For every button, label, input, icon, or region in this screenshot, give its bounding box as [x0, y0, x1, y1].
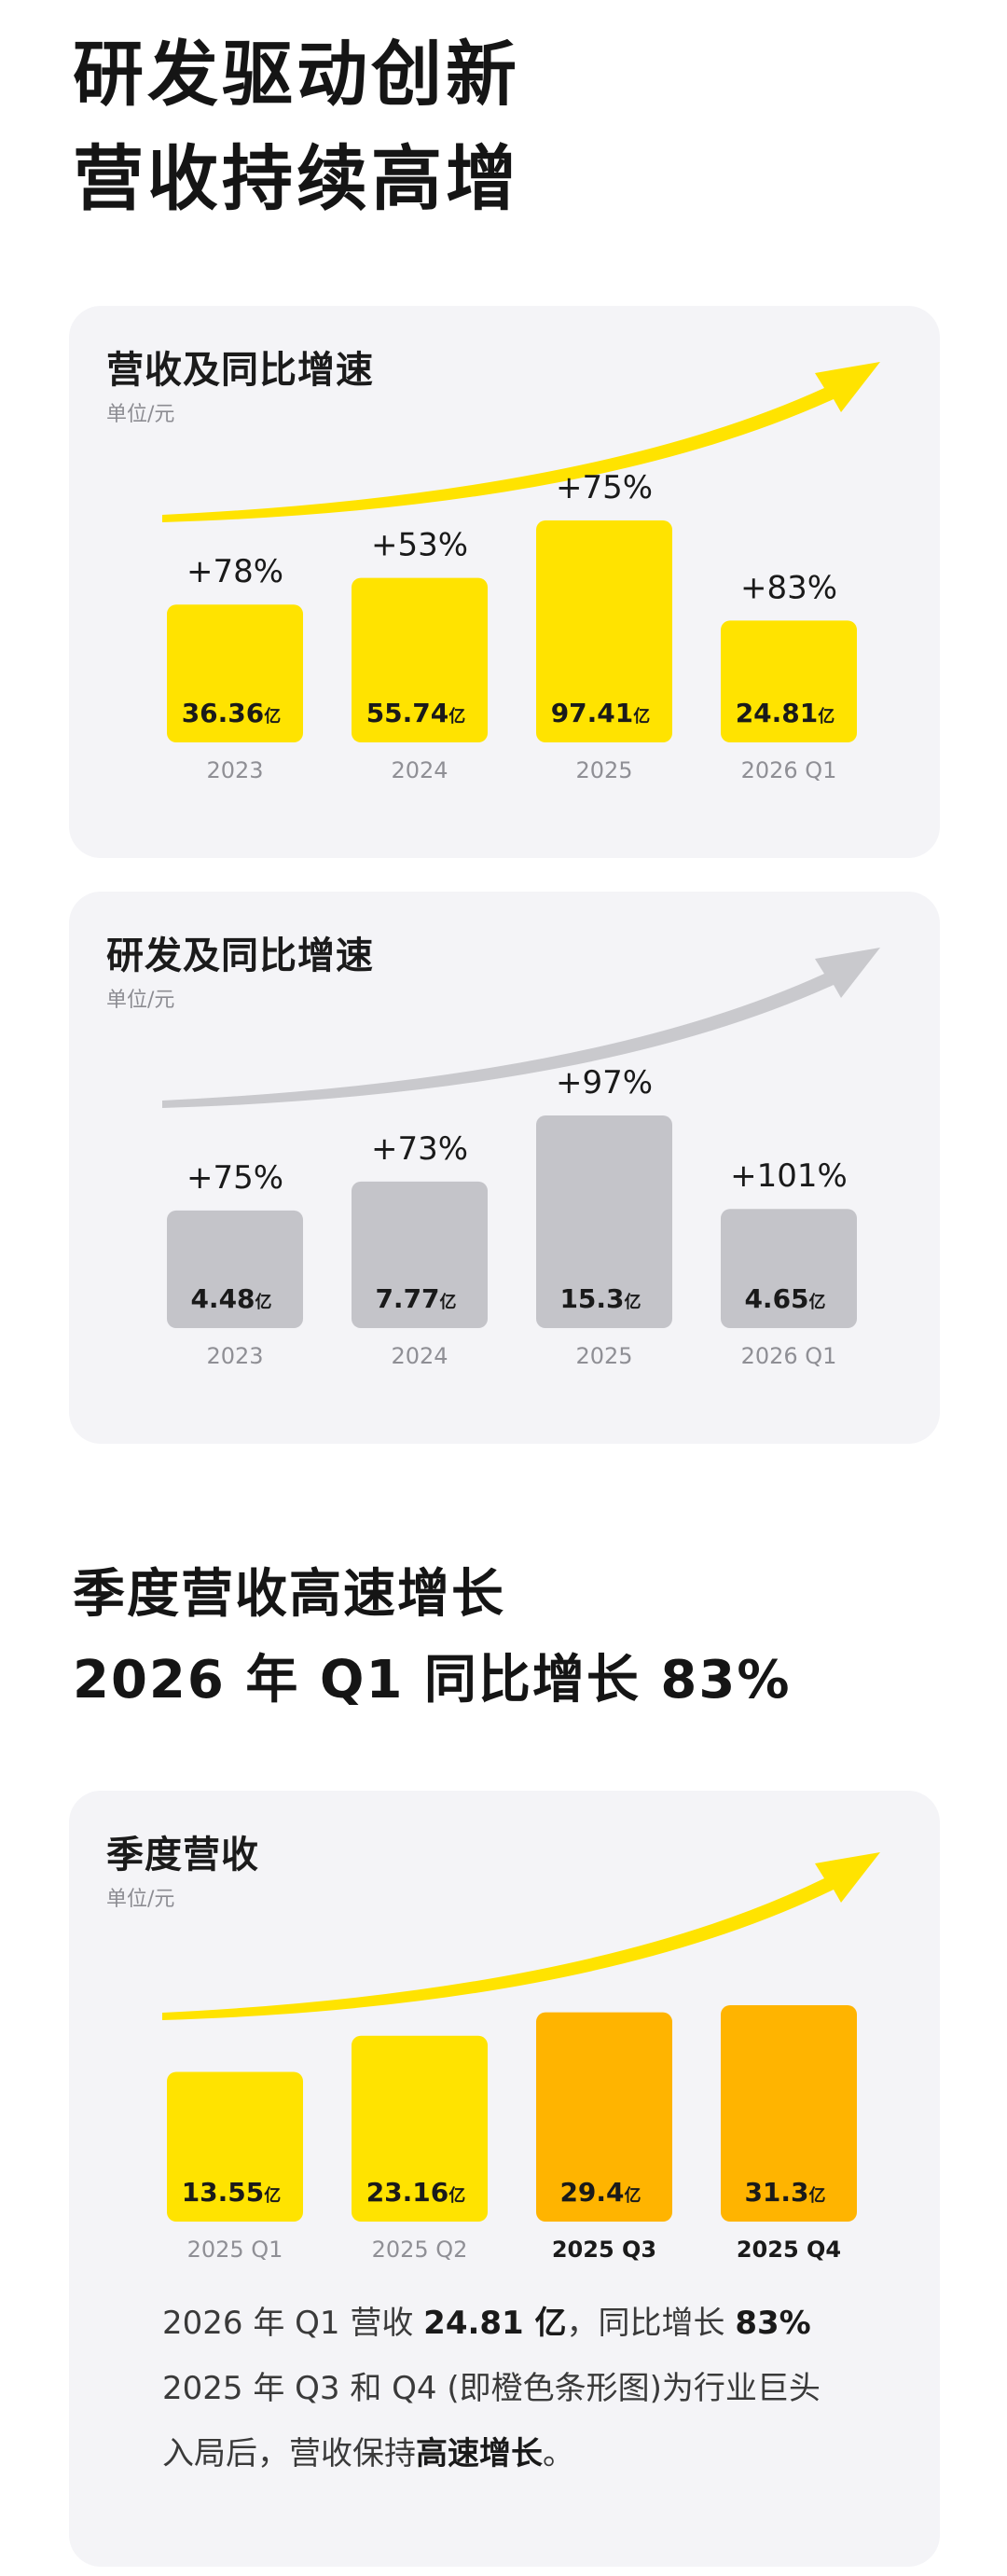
bar-value-label: 24.81亿 — [736, 698, 835, 728]
bar-value-label: 13.55亿 — [182, 2177, 282, 2208]
bar-value-label: 97.41亿 — [551, 698, 651, 728]
summary-text: 2026 年 Q1 营收 24.81 亿，同比增长 83% 2025 年 Q3 … — [162, 2291, 908, 2486]
bar-value-label: 15.3亿 — [559, 1283, 641, 1314]
bar — [352, 577, 488, 742]
page-title-line1: 研发驱动创新 — [73, 33, 520, 116]
bar-value-label: 29.4亿 — [559, 2177, 641, 2208]
quarterly-chart: 13.55亿 2025 Q1 23.16亿 2025 Q2 29.4亿 2025 Q3 31… — [162, 1852, 880, 2263]
summary-text-part: 入局后，营收保持 — [162, 2435, 416, 2472]
trend-arrow — [162, 948, 880, 1108]
summary-highlight: 高速增长 — [416, 2435, 543, 2472]
bar — [536, 520, 672, 742]
summary-highlight: 83% — [735, 2305, 811, 2342]
category-label: 2024 — [391, 757, 448, 783]
bar — [167, 1210, 303, 1328]
summary-text-part: ，同比增长 — [566, 2305, 736, 2342]
category-label: 2025 Q4 — [737, 2237, 841, 2263]
chart-unit: 单位/元 — [106, 989, 175, 1012]
summary-highlight: 24.81 亿 — [423, 2305, 567, 2342]
trend-arrow — [162, 1852, 880, 2020]
growth-label: +75% — [186, 1159, 283, 1197]
growth-label: +78% — [186, 553, 283, 590]
bar — [167, 604, 303, 742]
category-label: 2025 — [575, 1343, 632, 1369]
rnd-chart-card: 研发及同比增速 单位/元 4.48亿 +75% 2023 7.77亿 +73% 2024 1… — [69, 892, 940, 1444]
chart-title: 研发及同比增速 — [106, 935, 374, 977]
bar — [536, 2012, 672, 2222]
bar-value-label: 4.65亿 — [744, 1283, 825, 1314]
category-label: 2026 Q1 — [741, 1343, 837, 1369]
bar — [352, 2035, 488, 2222]
rnd-chart: 4.48亿 +75% 2023 7.77亿 +73% 2024 15.3亿 +97% 2025 4… — [162, 948, 880, 1369]
bar — [721, 2005, 857, 2222]
category-label: 2023 — [206, 1343, 263, 1369]
revenue-chart-card: 营收及同比增速 单位/元 36.36亿 +78% 2023 55.74亿 +53% 202… — [69, 306, 940, 858]
category-label: 2025 Q3 — [552, 2237, 656, 2263]
bar-value-label: 31.3亿 — [744, 2177, 825, 2208]
summary-line-2: 2025 年 Q3 和 Q4 (即橙色条形图)为行业巨头 — [162, 2370, 821, 2407]
bar — [536, 1115, 672, 1328]
summary-text-part: 2026 年 Q1 营收 — [162, 2305, 424, 2342]
growth-label: +75% — [556, 469, 653, 506]
category-label: 2025 — [575, 757, 632, 783]
revenue-chart: 36.36亿 +78% 2023 55.74亿 +53% 2024 97.41亿 +75% 20… — [162, 362, 880, 783]
section-title-line1: 季度营收高速增长 — [73, 1564, 505, 1625]
category-label: 2023 — [206, 757, 263, 783]
category-label: 2025 Q2 — [372, 2237, 468, 2263]
category-label: 2025 Q1 — [187, 2237, 283, 2263]
bar-value-label: 36.36亿 — [182, 698, 282, 728]
bar — [721, 620, 857, 742]
summary-line-1: 2026 年 Q1 营收 24.81 亿，同比增长 83% — [162, 2291, 908, 2356]
section-title-line2: 2026 年 Q1 同比增长 83% — [73, 1650, 792, 1710]
bar-value-label: 7.77亿 — [375, 1283, 456, 1314]
bar-value-label: 23.16亿 — [366, 2177, 466, 2208]
growth-label: +73% — [371, 1130, 468, 1168]
quarterly-chart-card: 季度营收 单位/元 13.55亿 2025 Q1 23.16亿 2025 Q2 29.4… — [69, 1791, 940, 2567]
trend-arrow — [162, 362, 880, 522]
category-label: 2024 — [391, 1343, 448, 1369]
chart-title: 季度营收 — [106, 1834, 259, 1877]
growth-label: +83% — [740, 569, 837, 606]
growth-label: +97% — [556, 1064, 653, 1101]
bar — [352, 1181, 488, 1328]
growth-label: +53% — [371, 527, 468, 564]
growth-label: +101% — [730, 1157, 848, 1195]
page-title-line2: 营收持续高增 — [73, 137, 520, 220]
summary-line-3: 入局后，营收保持高速增长。 — [162, 2421, 908, 2486]
bar-value-label: 4.48亿 — [190, 1283, 271, 1314]
chart-title: 营收及同比增速 — [106, 349, 374, 392]
bar-value-label: 55.74亿 — [366, 698, 466, 728]
bar — [721, 1209, 857, 1328]
chart-unit: 单位/元 — [106, 1888, 175, 1911]
category-label: 2026 Q1 — [741, 757, 837, 783]
bar — [167, 2071, 303, 2222]
summary-text-part: 。 — [543, 2435, 574, 2472]
chart-unit: 单位/元 — [106, 403, 175, 426]
